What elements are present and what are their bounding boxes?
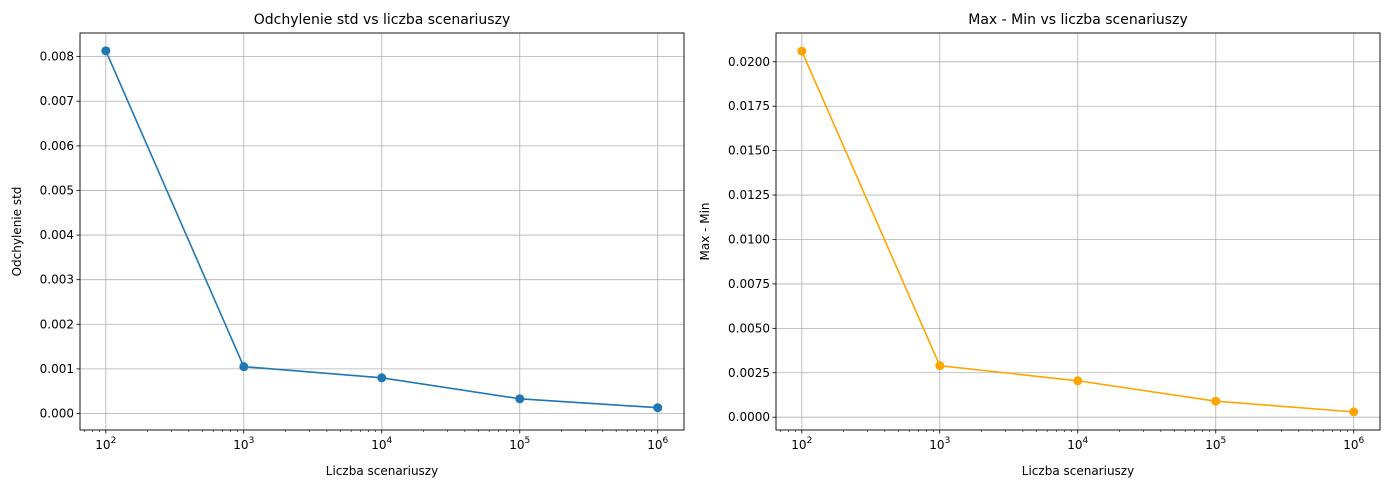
x-tick-base: 10 [791, 438, 806, 452]
x-tick-base: 10 [1343, 438, 1358, 452]
y-tick-label: 0.000 [40, 406, 74, 420]
y-tick-label: 0.001 [40, 362, 74, 376]
axes-frame [775, 32, 1381, 431]
chart-max-min: Max - Min vs liczba scenariuszy Liczba s… [698, 12, 1381, 478]
x-tick-exponent: 2 [807, 436, 813, 446]
y-tick-label: 0.0150 [728, 144, 770, 158]
x-axis-label: Liczba scenariuszy [326, 464, 438, 478]
x-tick-label: 104 [371, 436, 392, 452]
y-tick-label: 0.002 [40, 317, 74, 331]
y-tick-label: 0.0175 [728, 99, 770, 113]
y-tick-label: 0.0125 [728, 188, 770, 202]
data-point [653, 403, 663, 413]
data-point [797, 46, 807, 56]
y-tick-label: 0.003 [40, 273, 74, 287]
x-tick-exponent: 3 [249, 436, 255, 446]
x-tick-label: 104 [1067, 436, 1088, 452]
x-tick-label: 106 [1343, 436, 1364, 452]
x-tick-exponent: 4 [387, 436, 393, 446]
x-tick-base: 10 [1205, 438, 1220, 452]
y-tick-label: 0.006 [40, 139, 74, 153]
y-tick-label: 0.004 [40, 228, 74, 242]
x-tick-label: 103 [233, 436, 254, 452]
data-point [1073, 376, 1083, 386]
x-tick-label: 103 [929, 436, 950, 452]
chart-title: Odchylenie std vs liczba scenariuszy [254, 12, 510, 28]
x-tick-base: 10 [233, 438, 248, 452]
x-tick-label: 105 [1205, 436, 1226, 452]
y-tick-label: 0.0025 [728, 366, 770, 380]
x-axis-label: Liczba scenariuszy [1022, 464, 1134, 478]
x-tick-exponent: 3 [945, 436, 951, 446]
y-tick-label: 0.007 [40, 94, 74, 108]
x-tick-base: 10 [95, 438, 110, 452]
y-tick-label: 0.008 [40, 50, 74, 64]
axes-frame [79, 32, 685, 431]
data-point [101, 46, 111, 56]
y-tick-label: 0.0200 [728, 55, 770, 69]
x-tick-exponent: 5 [525, 436, 531, 446]
x-tick-exponent: 6 [1359, 436, 1365, 446]
x-tick-exponent: 2 [111, 436, 117, 446]
x-tick-exponent: 4 [1083, 436, 1089, 446]
y-tick-label: 0.0050 [728, 321, 770, 335]
data-point [239, 362, 249, 372]
data-point [935, 361, 945, 371]
y-tick-label: 0.0075 [728, 277, 770, 291]
x-tick-base: 10 [1067, 438, 1082, 452]
data-point [1349, 407, 1359, 417]
x-tick-label: 102 [95, 436, 116, 452]
chart-std-dev: Odchylenie std vs liczba scenariuszy Lic… [10, 12, 685, 478]
y-tick-label: 0.0000 [728, 410, 770, 424]
x-tick-base: 10 [647, 438, 662, 452]
x-tick-exponent: 6 [663, 436, 669, 446]
x-tick-base: 10 [929, 438, 944, 452]
x-tick-base: 10 [371, 438, 386, 452]
x-tick-label: 106 [647, 436, 668, 452]
x-tick-exponent: 5 [1221, 436, 1227, 446]
data-point [515, 394, 525, 404]
chart-title: Max - Min vs liczba scenariuszy [968, 12, 1187, 28]
y-tick-label: 0.0100 [728, 232, 770, 246]
y-tick-label: 0.005 [40, 183, 74, 197]
data-point [1211, 396, 1221, 406]
x-tick-label: 102 [791, 436, 812, 452]
y-axis-label: Max - Min [698, 202, 712, 260]
x-tick-label: 105 [509, 436, 530, 452]
data-point [377, 373, 387, 383]
y-axis-label: Odchylenie std [10, 187, 24, 277]
x-tick-base: 10 [509, 438, 524, 452]
